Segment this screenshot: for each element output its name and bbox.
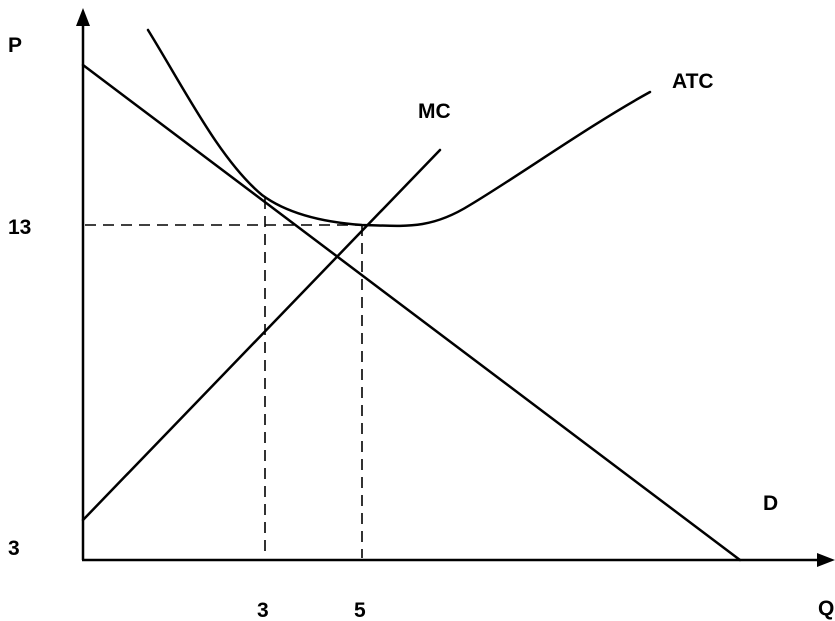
x-tick-label-5: 5: [354, 599, 366, 621]
y-axis-label: P: [8, 34, 22, 57]
mc-curve: [81, 148, 442, 522]
atc-curve: [146, 28, 652, 228]
x-axis-arrowhead: [817, 553, 835, 567]
demand-curve: [81, 63, 742, 562]
x-tick-label-3: 3: [257, 599, 269, 621]
x-axis-label: Q: [818, 597, 834, 620]
atc-curve-label: ATC: [672, 70, 714, 93]
y-axis-arrowhead: [76, 8, 90, 26]
mc-curve-label: MC: [418, 100, 451, 123]
guide-lines: [85, 198, 363, 558]
y-tick-label-3: 3: [8, 537, 20, 560]
axes: [76, 8, 835, 567]
curves: [81, 28, 742, 562]
y-tick-label-13: 13: [8, 216, 31, 239]
demand-curve-label: D: [763, 492, 778, 515]
